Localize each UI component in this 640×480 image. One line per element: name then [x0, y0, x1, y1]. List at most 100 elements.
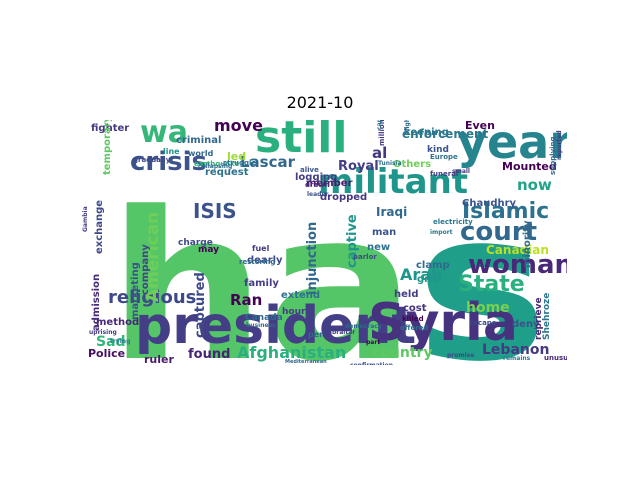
word-offered: offered — [400, 324, 428, 332]
word-may: may — [198, 245, 219, 255]
word-gibraltar: Gibraltar — [325, 329, 355, 336]
page-title: 2021-10 — [286, 93, 354, 112]
word-gambia: Gambia — [82, 206, 89, 232]
word-lebanon: Lebanon — [482, 342, 549, 358]
word-royal: Royal — [338, 159, 379, 174]
word-chaudhry: Chaudhry — [462, 198, 517, 209]
word-move: move — [214, 116, 263, 135]
word-sad: Sad — [96, 334, 126, 350]
word-cloud-background — [80, 120, 567, 365]
word-family: family — [244, 278, 279, 289]
word-marketing: marketing — [130, 262, 141, 320]
word-alive: alive — [300, 166, 319, 174]
word-exchange: exchange — [94, 200, 105, 254]
word-keeping: keeping — [404, 127, 449, 138]
word-europe: Europe — [430, 153, 458, 161]
word-injunction: injunction — [305, 222, 320, 295]
word-world: world — [188, 149, 214, 158]
word-found: found — [188, 347, 230, 362]
word-unusual: unusual — [544, 354, 575, 362]
word-captive: captive — [345, 214, 360, 268]
word-has: ha s — [108, 169, 548, 407]
word-iraqi: Iraqi — [376, 205, 407, 219]
word-canadian: Canadian — [486, 243, 549, 257]
word-parlor: parlor — [353, 253, 377, 261]
word-now: now — [517, 176, 552, 194]
word-mediterranean: Mediterranean — [285, 359, 327, 365]
word-million: million — [378, 119, 386, 146]
word-restoring: restoring — [239, 258, 275, 266]
word-charge: charge — [178, 238, 213, 248]
word-grid: grid — [417, 274, 440, 285]
word-new: new — [367, 242, 390, 253]
word-remains: remains — [503, 355, 531, 362]
word-isis: ISIS — [193, 199, 237, 223]
word-canada: Canada — [245, 313, 283, 323]
word-electricity: electricity — [433, 218, 473, 226]
word-gradually: gradually — [133, 156, 171, 164]
word-police: Police — [88, 347, 125, 360]
word-struggle: struggle — [223, 159, 256, 167]
word-al: al — [372, 144, 387, 162]
word-business: business — [246, 322, 276, 329]
word-captured: captured — [193, 272, 208, 338]
word-method: method — [96, 317, 139, 328]
word-company: company — [140, 244, 151, 295]
word-capture: capture — [376, 104, 383, 130]
word-request: request — [205, 167, 249, 178]
word-collapsing: collapsing — [198, 163, 232, 170]
word-shehroze: Shehroze — [542, 293, 552, 340]
word-uprising: uprising — [89, 329, 117, 336]
word-extend: extend — [281, 290, 320, 301]
word-others: Others — [393, 159, 431, 170]
word-confirmation: confirmation — [350, 362, 393, 369]
word-ran: Ran — [230, 291, 262, 309]
word-country: country — [372, 345, 433, 361]
word-tunisia: Tunisia — [378, 160, 402, 167]
word-fighting: fighting — [404, 104, 411, 131]
word-dropped: dropped — [320, 192, 367, 203]
word-promise: promise — [447, 352, 474, 359]
word-still: still — [255, 112, 347, 163]
word-mounted: Mounted — [502, 160, 557, 173]
word-court: court — [460, 217, 537, 247]
word-democracy: democracy — [345, 323, 382, 330]
word-funeral: funeral — [430, 170, 458, 178]
word-led: led — [227, 150, 246, 163]
word-clamp: clamp — [416, 260, 450, 271]
word-ruler: ruler — [144, 353, 174, 366]
word-deny: deny — [512, 319, 540, 330]
word-reprieve: reprieve — [534, 297, 544, 340]
word-hour: hour — [282, 307, 306, 317]
word-arab: Arab — [400, 265, 443, 284]
word-lascar: Lascar — [240, 153, 296, 171]
word-temporary: temporary — [102, 115, 113, 175]
word-year: year — [457, 115, 572, 169]
word-part: part — [366, 339, 380, 346]
word-militant: militant — [318, 162, 468, 202]
word-admission: admission — [91, 274, 102, 331]
word-american: American — [143, 212, 163, 302]
word-supplying: supplying — [549, 136, 557, 175]
word-crisis: crisis — [130, 147, 207, 177]
word-woman: woman — [468, 250, 573, 280]
word-reported: reported — [556, 130, 563, 160]
word-president: president — [135, 296, 416, 356]
word-member: member — [306, 178, 353, 189]
word-home: home — [466, 300, 510, 316]
word-even: Even — [465, 119, 495, 132]
word-afghanistan: Afghanistan — [237, 343, 346, 362]
word-leader: leader — [307, 191, 329, 198]
word-killed: killed — [402, 315, 424, 323]
word-man: man — [372, 227, 396, 238]
word-earthquake: earthquake — [194, 160, 239, 168]
word-trying: trying — [110, 338, 130, 345]
word-escape: escape — [469, 319, 497, 327]
word-fighter: fighter — [91, 123, 129, 134]
word-wa: wa — [140, 115, 188, 150]
word-line: line — [163, 147, 180, 156]
word-minority: minority — [522, 220, 533, 268]
word-import: import — [430, 229, 453, 236]
